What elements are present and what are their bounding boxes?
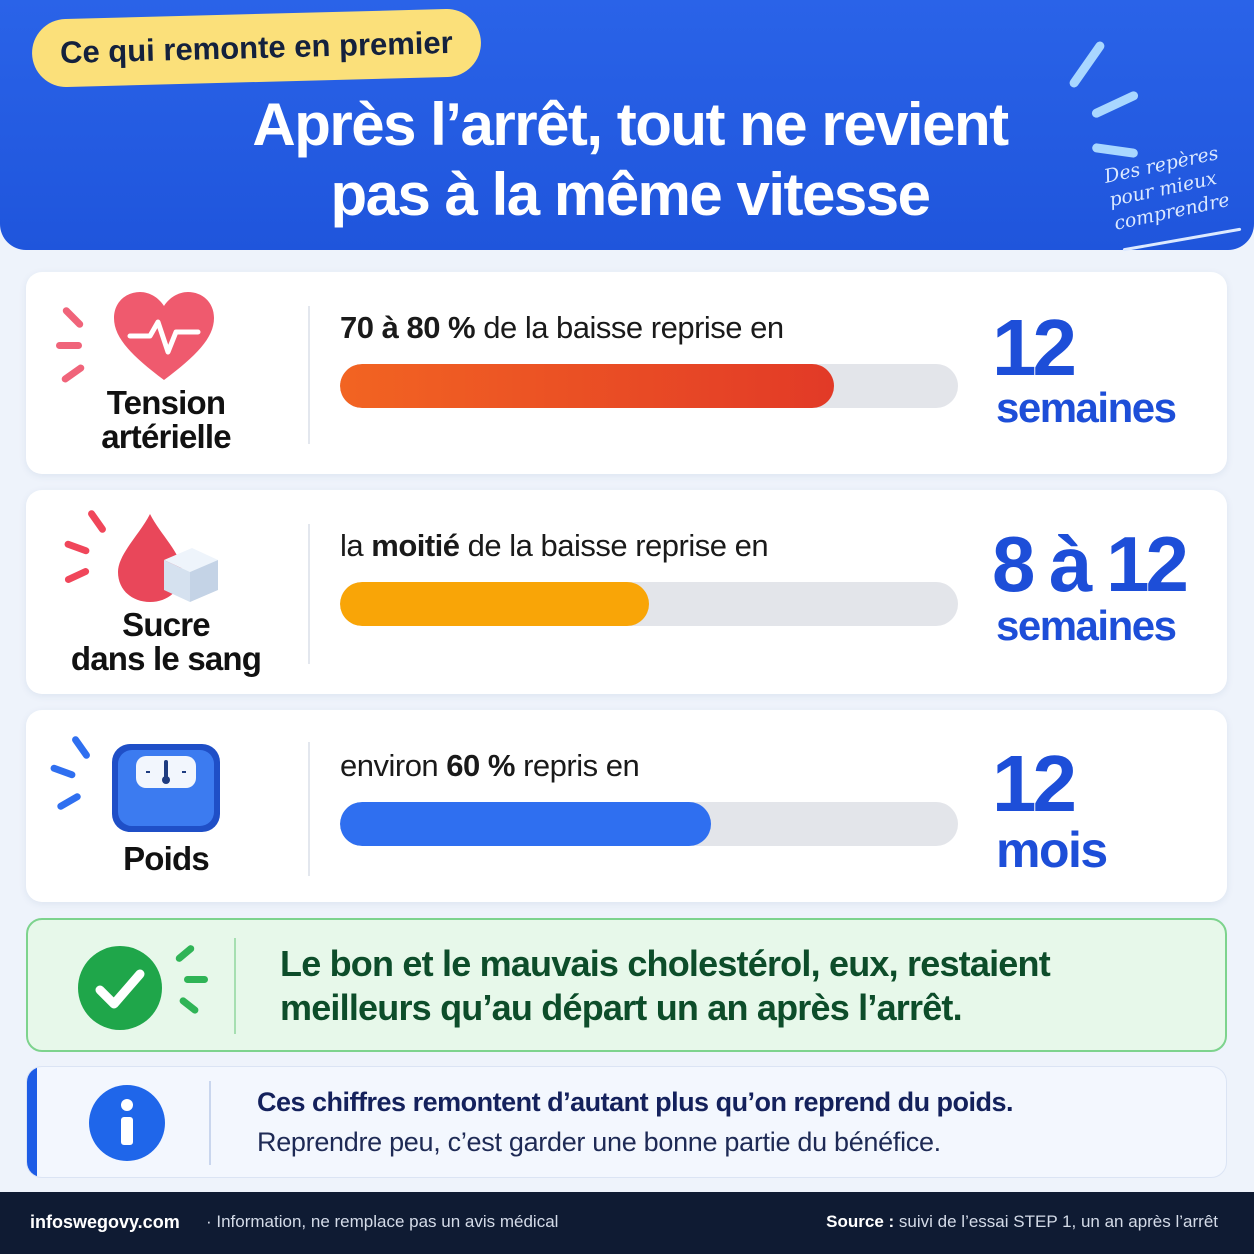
info-bold-text: Ces chiffres remontent d’autant plus qu’…	[257, 1087, 1014, 1117]
progress-bar-fill	[340, 364, 835, 408]
statement-pre: environ	[340, 748, 447, 783]
metric-label: Sucre dans le sang	[26, 608, 306, 676]
footer-site: infoswegovy.com	[30, 1212, 180, 1232]
footer-source-text: suivi de l’essai STEP 1, un an après l’a…	[894, 1212, 1218, 1231]
footer-disclaimer: · Information, ne remplace pas un avis m…	[206, 1212, 559, 1231]
metric-unit: semaines	[996, 602, 1177, 649]
progress-bar-fill	[340, 582, 649, 626]
info-regular-text: Reprendre peu, c’est garder une bonne pa…	[257, 1127, 941, 1157]
metric-statement: 70 à 80 % de la baisse reprise en	[340, 310, 784, 346]
cholesterol-callout: Le bon et le mauvais cholestérol, eux, r…	[26, 918, 1227, 1052]
metric-statement: la moitié de la baisse reprise en	[340, 528, 769, 564]
metric-card-blood-sugar: Sucre dans le sang la moitié de la baiss…	[26, 490, 1227, 694]
metric-label-line-1: Poids	[123, 840, 210, 877]
metric-label: Tension artérielle	[26, 386, 306, 454]
statement-bold: moitié	[371, 528, 460, 563]
cholesterol-line-2: meilleurs qu’au départ un an après l’arr…	[280, 987, 963, 1028]
page-title: Après l’arrêt, tout ne revient pas à la …	[60, 90, 1200, 230]
note-underline	[1122, 227, 1242, 252]
progress-bar-fill	[340, 802, 711, 846]
divider	[234, 938, 236, 1034]
header-pill-text: Ce qui remonte en premier	[59, 24, 454, 71]
divider	[308, 742, 310, 876]
metric-number: 8 à 12	[992, 520, 1189, 608]
statement-bold: 60 %	[446, 748, 515, 783]
info-accent-bar	[27, 1067, 37, 1177]
title-line-1: Après l’arrêt, tout ne revient	[252, 91, 1009, 158]
metric-label-line-1: Sucre	[122, 606, 211, 643]
footer-source-label: Source :	[826, 1212, 895, 1231]
statement-pre: la	[340, 528, 372, 563]
metric-card-weight: Poids environ 60 % repris en 12 mois	[26, 710, 1227, 902]
metric-label-line-2: dans le sang	[70, 640, 262, 677]
header-banner: Ce qui remonte en premier Après l’arrêt,…	[0, 0, 1254, 252]
statement-rest: repris en	[514, 748, 640, 783]
metric-unit: mois	[996, 822, 1108, 878]
metric-statement: environ 60 % repris en	[340, 748, 640, 784]
footer: infoswegovy.com · Information, ne rempla…	[0, 1192, 1254, 1254]
statement-rest: de la baisse reprise en	[475, 310, 784, 345]
divider	[308, 524, 310, 664]
metric-label: Poids	[26, 842, 306, 876]
progress-bar	[340, 582, 958, 626]
progress-bar	[340, 364, 958, 408]
metric-unit: semaines	[996, 384, 1177, 431]
metric-number: 12	[992, 303, 1077, 392]
metric-label-line-2: artérielle	[101, 418, 231, 455]
header-pill: Ce qui remonte en premier	[31, 8, 482, 88]
metric-card-blood-pressure: Tension artérielle 70 à 80 % de la baiss…	[26, 272, 1227, 474]
progress-bar	[340, 802, 958, 846]
footer-source: Source : suivi de l’essai STEP 1, un an …	[826, 1212, 1218, 1232]
statement-bold: 70 à 80 %	[340, 310, 476, 345]
metric-label-line-1: Tension	[106, 384, 226, 421]
cholesterol-text: Le bon et le mauvais cholestérol, eux, r…	[280, 942, 1200, 1030]
cholesterol-line-1: Le bon et le mauvais cholestérol, eux, r…	[280, 943, 1051, 984]
statement-rest: de la baisse reprise en	[459, 528, 769, 563]
info-callout: Ces chiffres remontent d’autant plus qu’…	[26, 1066, 1227, 1178]
divider	[308, 306, 310, 444]
title-line-2: pas à la même vitesse	[330, 161, 931, 228]
divider	[209, 1081, 211, 1165]
metric-number: 12	[992, 739, 1077, 828]
